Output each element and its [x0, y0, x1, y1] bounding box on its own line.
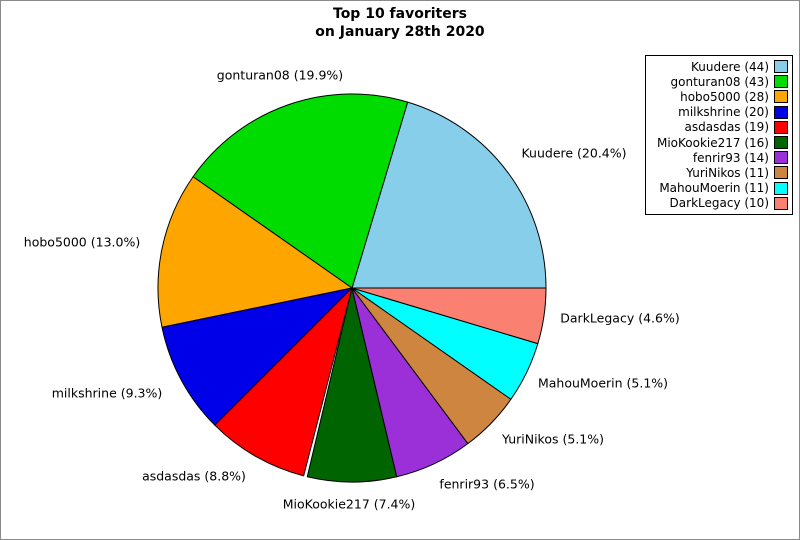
pie-slice-gonturan08	[192, 93, 409, 289]
chart-title-line2: on January 28th 2020	[315, 24, 485, 40]
pie-slice-asdasdas	[214, 287, 353, 477]
legend-swatch	[774, 181, 788, 195]
pie-label-darklegacy: DarkLegacy (4.6%)	[560, 310, 680, 326]
pie-slice-darklegacy	[351, 287, 547, 345]
chart-title-line1: Top 10 favoriters	[333, 6, 467, 22]
pie-label-fenrir93: fenrir93 (6.5%)	[439, 476, 535, 492]
legend-row-yurinikos: YuriNikos (11)	[650, 165, 788, 180]
legend-row-gonturan08: gonturan08 (43)	[650, 74, 788, 89]
legend-swatch	[774, 120, 788, 134]
legend-row-asdasdas: asdasdas (19)	[650, 120, 788, 135]
pie-slice-milkshrine	[161, 287, 353, 426]
legend-label: gonturan08 (43)	[670, 74, 769, 89]
pie-label-milkshrine: milkshrine (9.3%)	[51, 385, 163, 401]
legend-swatch	[774, 75, 788, 89]
legend-swatch	[774, 105, 788, 119]
legend-row-hobo5000: hobo5000 (28)	[650, 89, 788, 104]
legend-swatch	[774, 90, 788, 104]
legend-row-miokookie217: MioKookie217 (16)	[650, 135, 788, 150]
pie-label-kuudere: Kuudere (20.4%)	[521, 145, 627, 161]
pie-label-gonturan08: gonturan08 (19.9%)	[216, 67, 344, 83]
legend-label: MahouMoerin (11)	[659, 181, 769, 196]
pie-slice-hobo5000	[157, 176, 353, 328]
pie-label-asdasdas: asdasdas (8.8%)	[142, 468, 246, 484]
legend-row-milkshrine: milkshrine (20)	[650, 105, 788, 120]
legend-label: Kuudere (44)	[691, 59, 769, 74]
legend-label: asdasdas (19)	[684, 120, 770, 135]
legend-row-mahoumoerin: MahouMoerin (11)	[650, 181, 788, 196]
legend-row-darklegacy: DarkLegacy (10)	[650, 196, 788, 211]
legend-label: YuriNikos (11)	[686, 165, 769, 180]
legend-swatch	[774, 136, 788, 150]
pie-label-miokookie217: MioKookie217 (7.4%)	[282, 496, 416, 512]
legend-label: MioKookie217 (16)	[656, 135, 769, 150]
legend-swatch	[774, 60, 788, 74]
pie-label-hobo5000: hobo5000 (13.0%)	[23, 234, 141, 250]
legend-row-kuudere: Kuudere (44)	[650, 59, 788, 74]
pie-label-mahoumoerin: MahouMoerin (5.1%)	[537, 375, 669, 391]
legend-label: milkshrine (20)	[678, 105, 769, 120]
legend-swatch	[774, 166, 788, 180]
legend-label: hobo5000 (28)	[680, 89, 769, 104]
chart-title: Top 10 favoriters on January 28th 2020	[1, 5, 799, 41]
pie-slice-kuudere	[351, 101, 547, 289]
legend-label: DarkLegacy (10)	[669, 196, 769, 211]
legend-label: fenrir93 (14)	[692, 150, 769, 165]
pie-label-yurinikos: YuriNikos (5.1%)	[502, 431, 604, 447]
legend: Kuudere (44) gonturan08 (43) hobo5000 (28)…	[645, 55, 793, 215]
legend-swatch	[774, 196, 788, 210]
legend-row-fenrir93: fenrir93 (14)	[650, 150, 788, 165]
legend-swatch	[774, 151, 788, 165]
